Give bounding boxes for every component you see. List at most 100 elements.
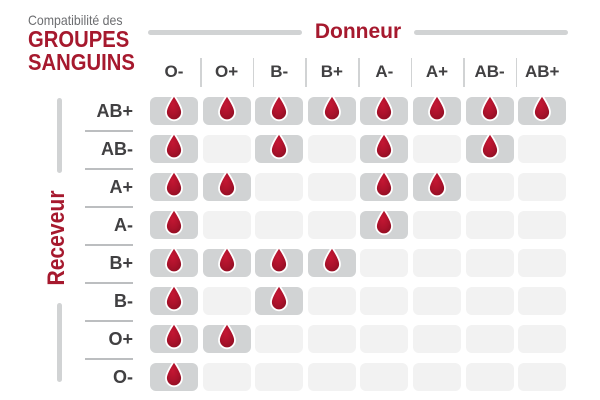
blood-drop-icon (480, 131, 499, 160)
receiver-label-AB-: AB- (101, 139, 133, 159)
cell-B+-B+ (307, 245, 356, 277)
blood-drop-icon (428, 169, 446, 198)
cell-AB+-O+ (202, 93, 251, 125)
blood-drop-icon (270, 283, 289, 312)
cell-AB+-O- (150, 93, 198, 125)
cell-A--A- (360, 207, 409, 239)
column-divider (305, 58, 307, 87)
cell-O--A+ (413, 363, 461, 391)
receiver-label-O-: O- (113, 367, 133, 387)
cell-O--B- (255, 363, 304, 391)
cell-A+-B- (255, 173, 304, 201)
blood-drop-icon (165, 131, 183, 160)
column-divider (252, 58, 255, 87)
receiver-label-O+: O+ (108, 329, 133, 349)
row-separator (85, 130, 133, 132)
cell-AB+-AB+ (518, 93, 567, 125)
blood-drop-icon (375, 93, 394, 122)
cell-A+-AB- (465, 173, 514, 201)
row-separator (85, 168, 133, 170)
cell-A--B- (255, 211, 304, 239)
matrix-row-B+: B+ (0, 245, 600, 277)
blood-drop-icon (270, 245, 289, 274)
cell-B+-B- (255, 245, 304, 277)
cell-A--O- (150, 207, 198, 239)
cell-A+-O- (150, 169, 198, 201)
donor-line-left (148, 29, 302, 35)
row-separator (85, 282, 133, 284)
cell-AB--A- (360, 131, 409, 163)
cell-B--O- (150, 283, 198, 315)
cell-B+-AB- (465, 249, 514, 277)
blood-drop-icon (270, 93, 289, 122)
row-separator (85, 244, 133, 246)
compatibility-grid: AB+ AB- A+ A- B+ B- O+ O- (0, 93, 600, 392)
cell-A+-A- (360, 169, 409, 201)
cell-O--AB- (465, 363, 514, 391)
matrix-row-A+: A+ (0, 169, 600, 201)
blood-drop-icon (533, 93, 552, 122)
cell-B--A+ (413, 287, 461, 315)
cell-AB--AB- (465, 131, 514, 163)
column-divider (515, 58, 518, 87)
blood-drop-icon (480, 93, 499, 122)
chart-title: Compatibilité des GROUPES SANGUINS (28, 12, 149, 74)
cell-O--B+ (307, 363, 356, 391)
donor-header-B+: B+ (320, 62, 343, 81)
column-divider (463, 58, 465, 87)
cell-A+-A+ (413, 169, 461, 201)
row-separator (85, 358, 133, 360)
column-divider (410, 58, 413, 87)
row-separator (85, 320, 133, 322)
cell-O+-O- (150, 321, 198, 353)
cell-AB+-B- (255, 93, 304, 125)
cell-B+-A+ (413, 249, 461, 277)
cell-A--A+ (413, 211, 461, 239)
cell-A+-O+ (202, 169, 251, 201)
donor-header-B-: B- (270, 62, 289, 81)
cell-AB+-AB- (465, 93, 514, 125)
cell-A--AB- (465, 211, 514, 239)
matrix-row-O+: O+ (0, 321, 600, 353)
receiver-line-top (57, 98, 62, 173)
blood-drop-icon (165, 283, 183, 312)
column-divider (358, 58, 360, 87)
cell-AB--B- (255, 131, 304, 163)
donor-header-O-: O- (164, 62, 184, 81)
cell-O+-O+ (202, 321, 251, 353)
blood-drop-icon (270, 131, 289, 160)
cell-O--A- (360, 363, 409, 391)
title-subtitle: Compatibilité des (28, 12, 123, 28)
receiver-label-AB+: AB+ (96, 101, 133, 121)
blood-drop-icon (165, 207, 183, 236)
donor-header-A-: A- (375, 62, 394, 81)
cell-A--O+ (202, 211, 251, 239)
blood-drop-icon (165, 93, 183, 122)
cell-A+-B+ (307, 173, 356, 201)
cell-AB--B+ (307, 135, 356, 163)
cell-B--B- (255, 283, 304, 315)
cell-O--O- (150, 359, 198, 391)
cell-A--AB+ (518, 211, 567, 239)
blood-drop-icon (165, 321, 183, 350)
cell-AB--A+ (413, 135, 461, 163)
cell-B+-O- (150, 245, 198, 277)
cell-AB+-B+ (307, 93, 356, 125)
column-divider (200, 58, 202, 87)
receiver-label-B-: B- (114, 291, 133, 311)
donor-header-O+: O+ (215, 62, 239, 81)
donor-header-AB+: AB+ (524, 62, 560, 81)
donor-header-AB-: AB- (474, 62, 505, 81)
blood-drop-icon (165, 169, 183, 198)
receiver-label-A-: A- (114, 215, 133, 235)
cell-B+-A- (360, 249, 409, 277)
blood-drop-icon (217, 169, 236, 198)
cell-O--O+ (202, 363, 251, 391)
receiver-label-A+: A+ (109, 177, 133, 197)
receiver-line-bottom (57, 303, 62, 382)
donor-axis-header: Donneur (148, 20, 569, 44)
cell-A--B+ (307, 211, 356, 239)
blood-drop-icon (322, 93, 341, 122)
cell-B--O+ (202, 287, 251, 315)
